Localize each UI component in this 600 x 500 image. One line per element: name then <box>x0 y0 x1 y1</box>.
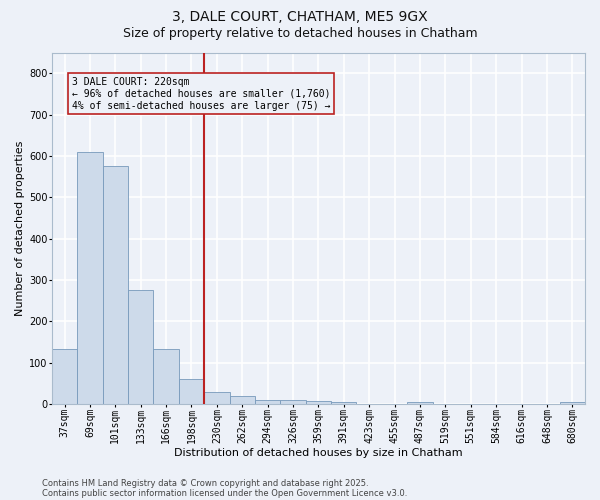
Bar <box>331 402 356 404</box>
Text: Contains HM Land Registry data © Crown copyright and database right 2025.: Contains HM Land Registry data © Crown c… <box>42 478 368 488</box>
Bar <box>407 402 433 404</box>
Bar <box>560 402 585 404</box>
Text: Contains public sector information licensed under the Open Government Licence v3: Contains public sector information licen… <box>42 488 407 498</box>
Bar <box>306 400 331 404</box>
Bar <box>77 152 103 404</box>
Text: Size of property relative to detached houses in Chatham: Size of property relative to detached ho… <box>122 28 478 40</box>
Bar <box>128 290 154 404</box>
Bar <box>103 166 128 404</box>
Bar <box>230 396 255 404</box>
Bar <box>280 400 306 404</box>
Bar <box>52 349 77 404</box>
Y-axis label: Number of detached properties: Number of detached properties <box>15 140 25 316</box>
X-axis label: Distribution of detached houses by size in Chatham: Distribution of detached houses by size … <box>174 448 463 458</box>
Bar <box>255 400 280 404</box>
Bar <box>179 379 204 404</box>
Bar <box>154 349 179 404</box>
Bar <box>204 392 230 404</box>
Text: 3, DALE COURT, CHATHAM, ME5 9GX: 3, DALE COURT, CHATHAM, ME5 9GX <box>172 10 428 24</box>
Text: 3 DALE COURT: 220sqm
← 96% of detached houses are smaller (1,760)
4% of semi-det: 3 DALE COURT: 220sqm ← 96% of detached h… <box>71 78 330 110</box>
